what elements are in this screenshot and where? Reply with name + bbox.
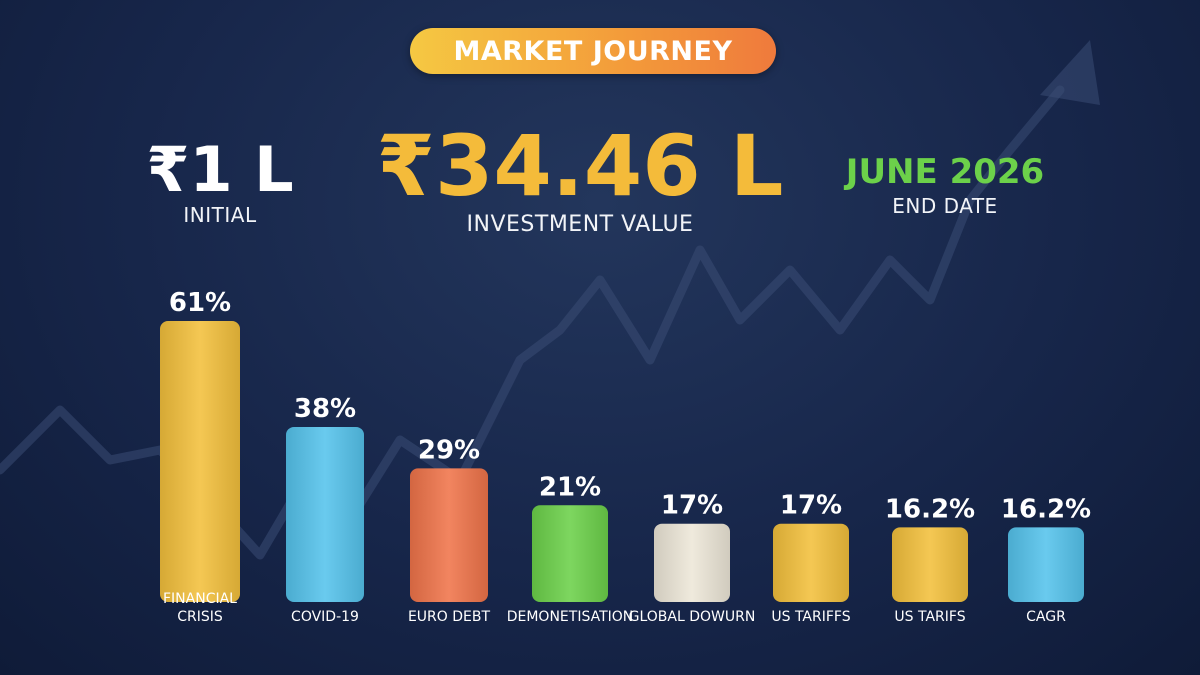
category-label: US TARIFS	[894, 609, 965, 625]
category-label: CAGR	[1026, 609, 1066, 625]
investment-value-stat: ₹34.46 L INVESTMENT VALUE	[340, 118, 820, 237]
category-label: EURO DEBT	[408, 609, 491, 625]
bar-group: 61% FINANCIAL CRISIS	[160, 288, 240, 625]
initial-stat: ₹1 L INITIAL	[120, 133, 320, 228]
bar-value-label: 38%	[294, 394, 356, 424]
title-pill: MARKET JOURNEY	[410, 28, 776, 74]
category-label: GLOBAL DOWURN	[629, 609, 756, 625]
bar-shine	[410, 468, 488, 602]
bar-value-label: 61%	[169, 288, 231, 318]
bar-value-label: 17%	[661, 491, 723, 521]
investment-value-label: INVESTMENT VALUE	[466, 212, 694, 237]
bar-group: 16.2% CAGR	[1001, 494, 1091, 625]
bar-shine	[892, 527, 968, 602]
bar-value-label: 17%	[780, 491, 842, 521]
bar-shine	[654, 523, 730, 602]
bar-shine	[286, 426, 364, 602]
category-label: COVID-19	[291, 609, 359, 625]
bar-group: 21% DEMONETISATION	[507, 472, 634, 625]
initial-label: INITIAL	[183, 203, 257, 227]
bar-group: 17% US TARIFFS	[771, 491, 850, 625]
bar-group: 38% COVID-19	[286, 394, 364, 625]
bar-value-label: 29%	[418, 435, 480, 465]
bar-group: 16.2% US TARIFS	[885, 494, 975, 625]
bar-value-label: 16.2%	[885, 494, 975, 524]
bar-group: 29% EURO DEBT	[408, 435, 491, 625]
category-label: FINANCIAL CRISIS	[163, 591, 237, 625]
end-date-stat: JUNE 2026 END DATE	[820, 150, 1070, 218]
category-label: DEMONETISATION	[507, 609, 634, 625]
bar-group: 17% GLOBAL DOWURN	[629, 491, 756, 625]
initial-value: ₹1 L	[146, 133, 294, 206]
bar-value-label: 21%	[539, 472, 601, 502]
investment-value: ₹34.46 L	[376, 117, 784, 215]
bar-value-label: 16.2%	[1001, 494, 1091, 524]
category-label: US TARIFFS	[771, 609, 850, 625]
bar-shine	[773, 523, 849, 602]
bar-shine	[532, 505, 608, 602]
bar-shine	[160, 321, 240, 602]
bar-shine	[1008, 527, 1084, 602]
page-title: MARKET JOURNEY	[453, 35, 733, 67]
end-date-value: JUNE 2026	[845, 152, 1045, 192]
end-date-label: END DATE	[892, 194, 998, 218]
